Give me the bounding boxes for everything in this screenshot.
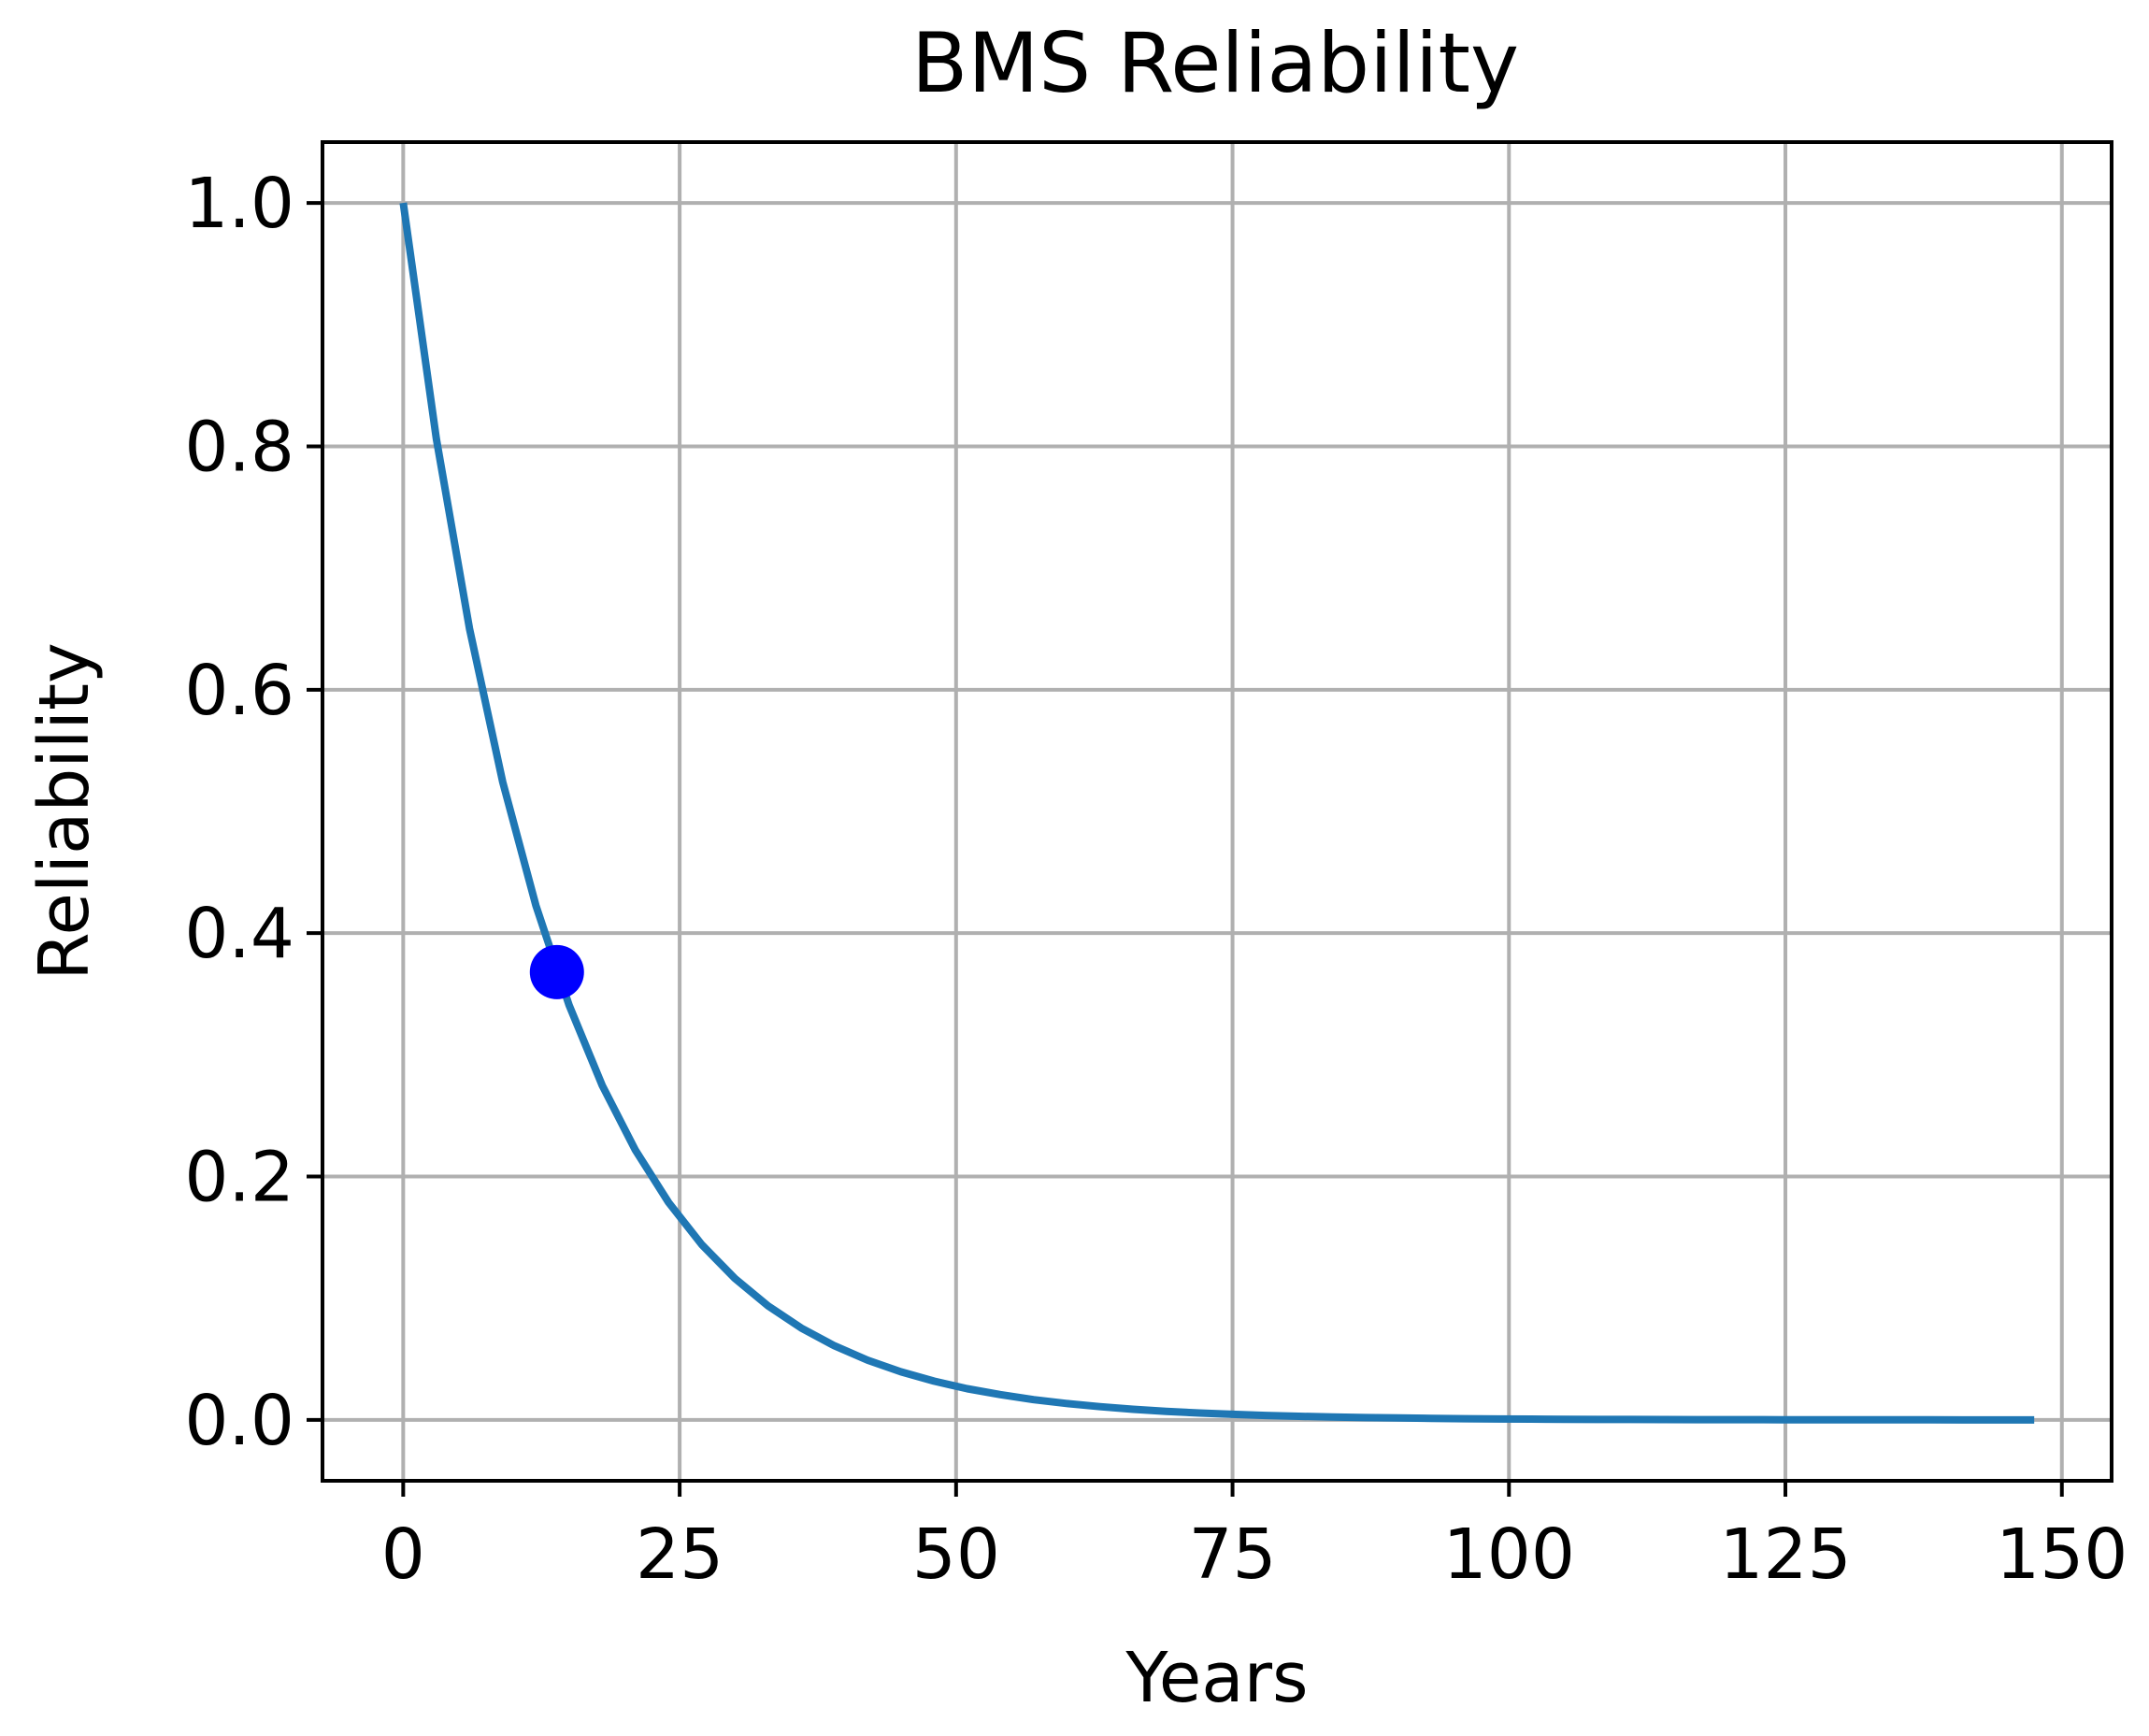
x-tick-label: 75 <box>1188 1514 1276 1595</box>
y-tick-label: 0.8 <box>184 407 294 487</box>
y-axis-label: Reliability <box>24 642 105 981</box>
grid-lines <box>322 142 2112 1481</box>
y-tick-label: 0.6 <box>184 651 294 731</box>
x-tick-label: 100 <box>1443 1514 1575 1595</box>
y-tick-label: 0.0 <box>184 1381 294 1461</box>
chart-title: BMS Reliability <box>911 15 1519 111</box>
x-tick-label: 0 <box>381 1514 425 1595</box>
x-axis-label: Years <box>1125 1638 1308 1718</box>
y-tick-label: 0.2 <box>184 1138 294 1218</box>
reliability-curve <box>399 202 2035 1424</box>
x-tick-label: 125 <box>1719 1514 1851 1595</box>
x-tick-label: 150 <box>1996 1514 2128 1595</box>
x-tick-label: 50 <box>912 1514 1000 1595</box>
y-tick-label: 1.0 <box>184 164 294 244</box>
highlight-point <box>529 944 584 999</box>
x-tick-label: 25 <box>636 1514 723 1595</box>
data-layer <box>399 202 2035 1424</box>
plot-frame <box>321 140 2113 1483</box>
y-tick-label: 0.4 <box>184 894 294 974</box>
axis-ticks: 0 25 50 75 100 125 150 0.0 0.2 0.4 0.6 0.8 1.0 <box>184 164 2128 1595</box>
